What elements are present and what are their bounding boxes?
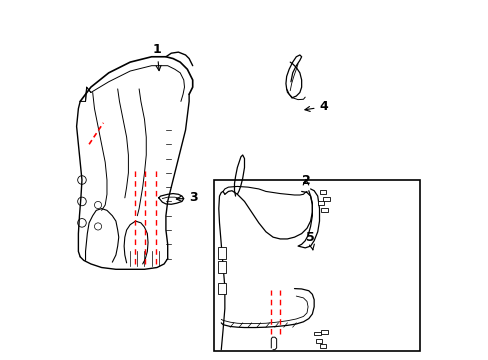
Bar xyxy=(313,332,320,336)
Bar xyxy=(217,261,225,273)
Text: 4: 4 xyxy=(305,100,327,113)
Bar xyxy=(214,180,419,351)
Text: 3: 3 xyxy=(176,192,197,204)
Bar xyxy=(315,339,322,342)
Bar xyxy=(321,330,327,334)
Bar xyxy=(217,247,225,258)
Bar xyxy=(319,344,325,348)
Text: 1: 1 xyxy=(152,43,161,71)
Bar xyxy=(317,201,324,205)
Text: 2: 2 xyxy=(301,174,310,187)
Bar xyxy=(319,190,325,194)
Bar xyxy=(217,283,225,294)
Bar xyxy=(323,197,329,202)
Bar xyxy=(321,208,327,212)
Text: 5: 5 xyxy=(305,231,314,250)
